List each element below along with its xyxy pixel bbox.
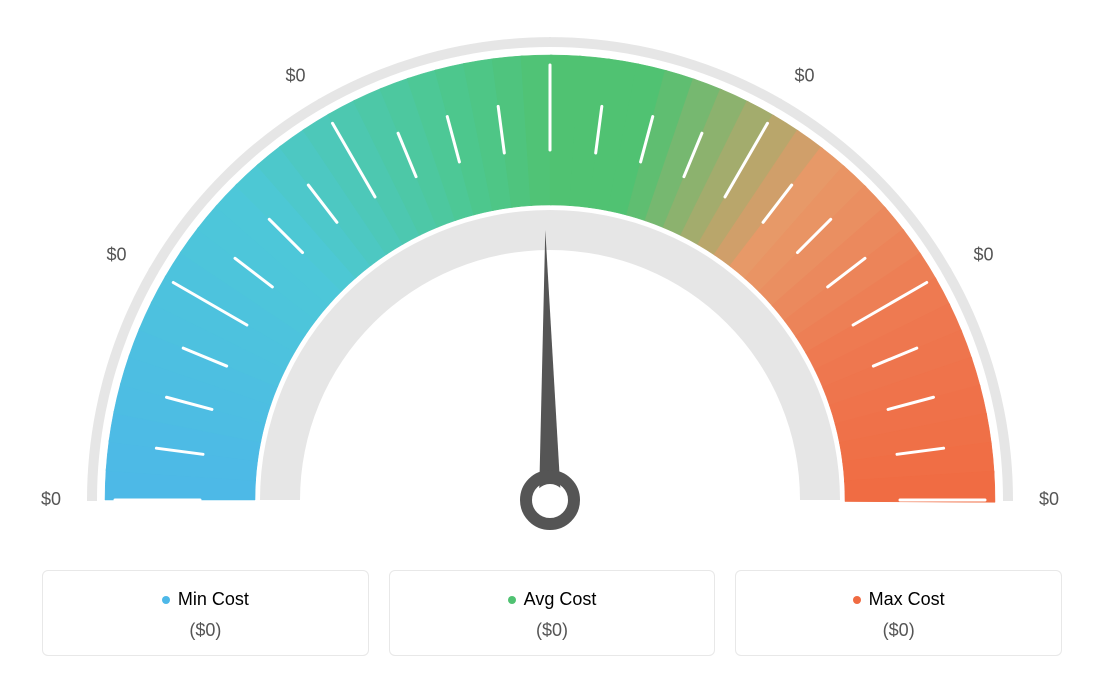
svg-text:$0: $0 xyxy=(1039,489,1059,509)
svg-text:$0: $0 xyxy=(795,66,815,86)
svg-text:$0: $0 xyxy=(285,66,305,86)
legend-dot-avg xyxy=(508,596,516,604)
legend-label-max: Max Cost xyxy=(853,589,945,610)
legend-row: Min Cost ($0) Avg Cost ($0) Max Cost ($0… xyxy=(30,570,1074,656)
legend-value-max: ($0) xyxy=(748,620,1049,641)
svg-text:$0: $0 xyxy=(973,245,993,265)
legend-label-avg: Avg Cost xyxy=(508,589,597,610)
legend-card-min: Min Cost ($0) xyxy=(42,570,369,656)
gauge-chart: $0$0$0$0$0$0$0 xyxy=(30,20,1074,560)
legend-value-min: ($0) xyxy=(55,620,356,641)
legend-value-avg: ($0) xyxy=(402,620,703,641)
legend-text-min: Min Cost xyxy=(178,589,249,610)
legend-label-min: Min Cost xyxy=(162,589,249,610)
svg-text:$0: $0 xyxy=(106,245,126,265)
legend-card-avg: Avg Cost ($0) xyxy=(389,570,716,656)
svg-text:$0: $0 xyxy=(41,489,61,509)
legend-dot-min xyxy=(162,596,170,604)
legend-text-avg: Avg Cost xyxy=(524,589,597,610)
legend-card-max: Max Cost ($0) xyxy=(735,570,1062,656)
legend-dot-max xyxy=(853,596,861,604)
legend-text-max: Max Cost xyxy=(869,589,945,610)
cost-gauge-container: $0$0$0$0$0$0$0 Min Cost ($0) Avg Cost ($… xyxy=(0,0,1104,690)
